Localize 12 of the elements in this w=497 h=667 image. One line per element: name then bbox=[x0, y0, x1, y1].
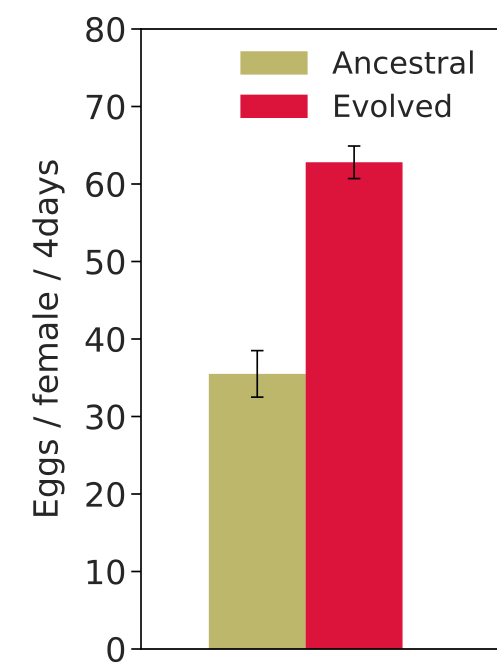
y-tick-label: 0 bbox=[107, 636, 124, 662]
y-tick-label: 50 bbox=[86, 249, 124, 275]
y-tick-label: 60 bbox=[86, 172, 124, 198]
y-tick-label: 20 bbox=[86, 482, 124, 508]
y-tick-label: 30 bbox=[86, 404, 124, 430]
y-tick-label: 70 bbox=[86, 94, 124, 120]
legend-label: Ancestral bbox=[332, 50, 473, 74]
y-tick-label: 10 bbox=[88, 559, 124, 585]
y-tick-label: 80 bbox=[86, 16, 124, 42]
legend-label: Evolved bbox=[335, 94, 450, 118]
y-tick-label: 40 bbox=[86, 326, 124, 352]
y-axis-title: Eggs / female / 4days bbox=[32, 160, 65, 516]
